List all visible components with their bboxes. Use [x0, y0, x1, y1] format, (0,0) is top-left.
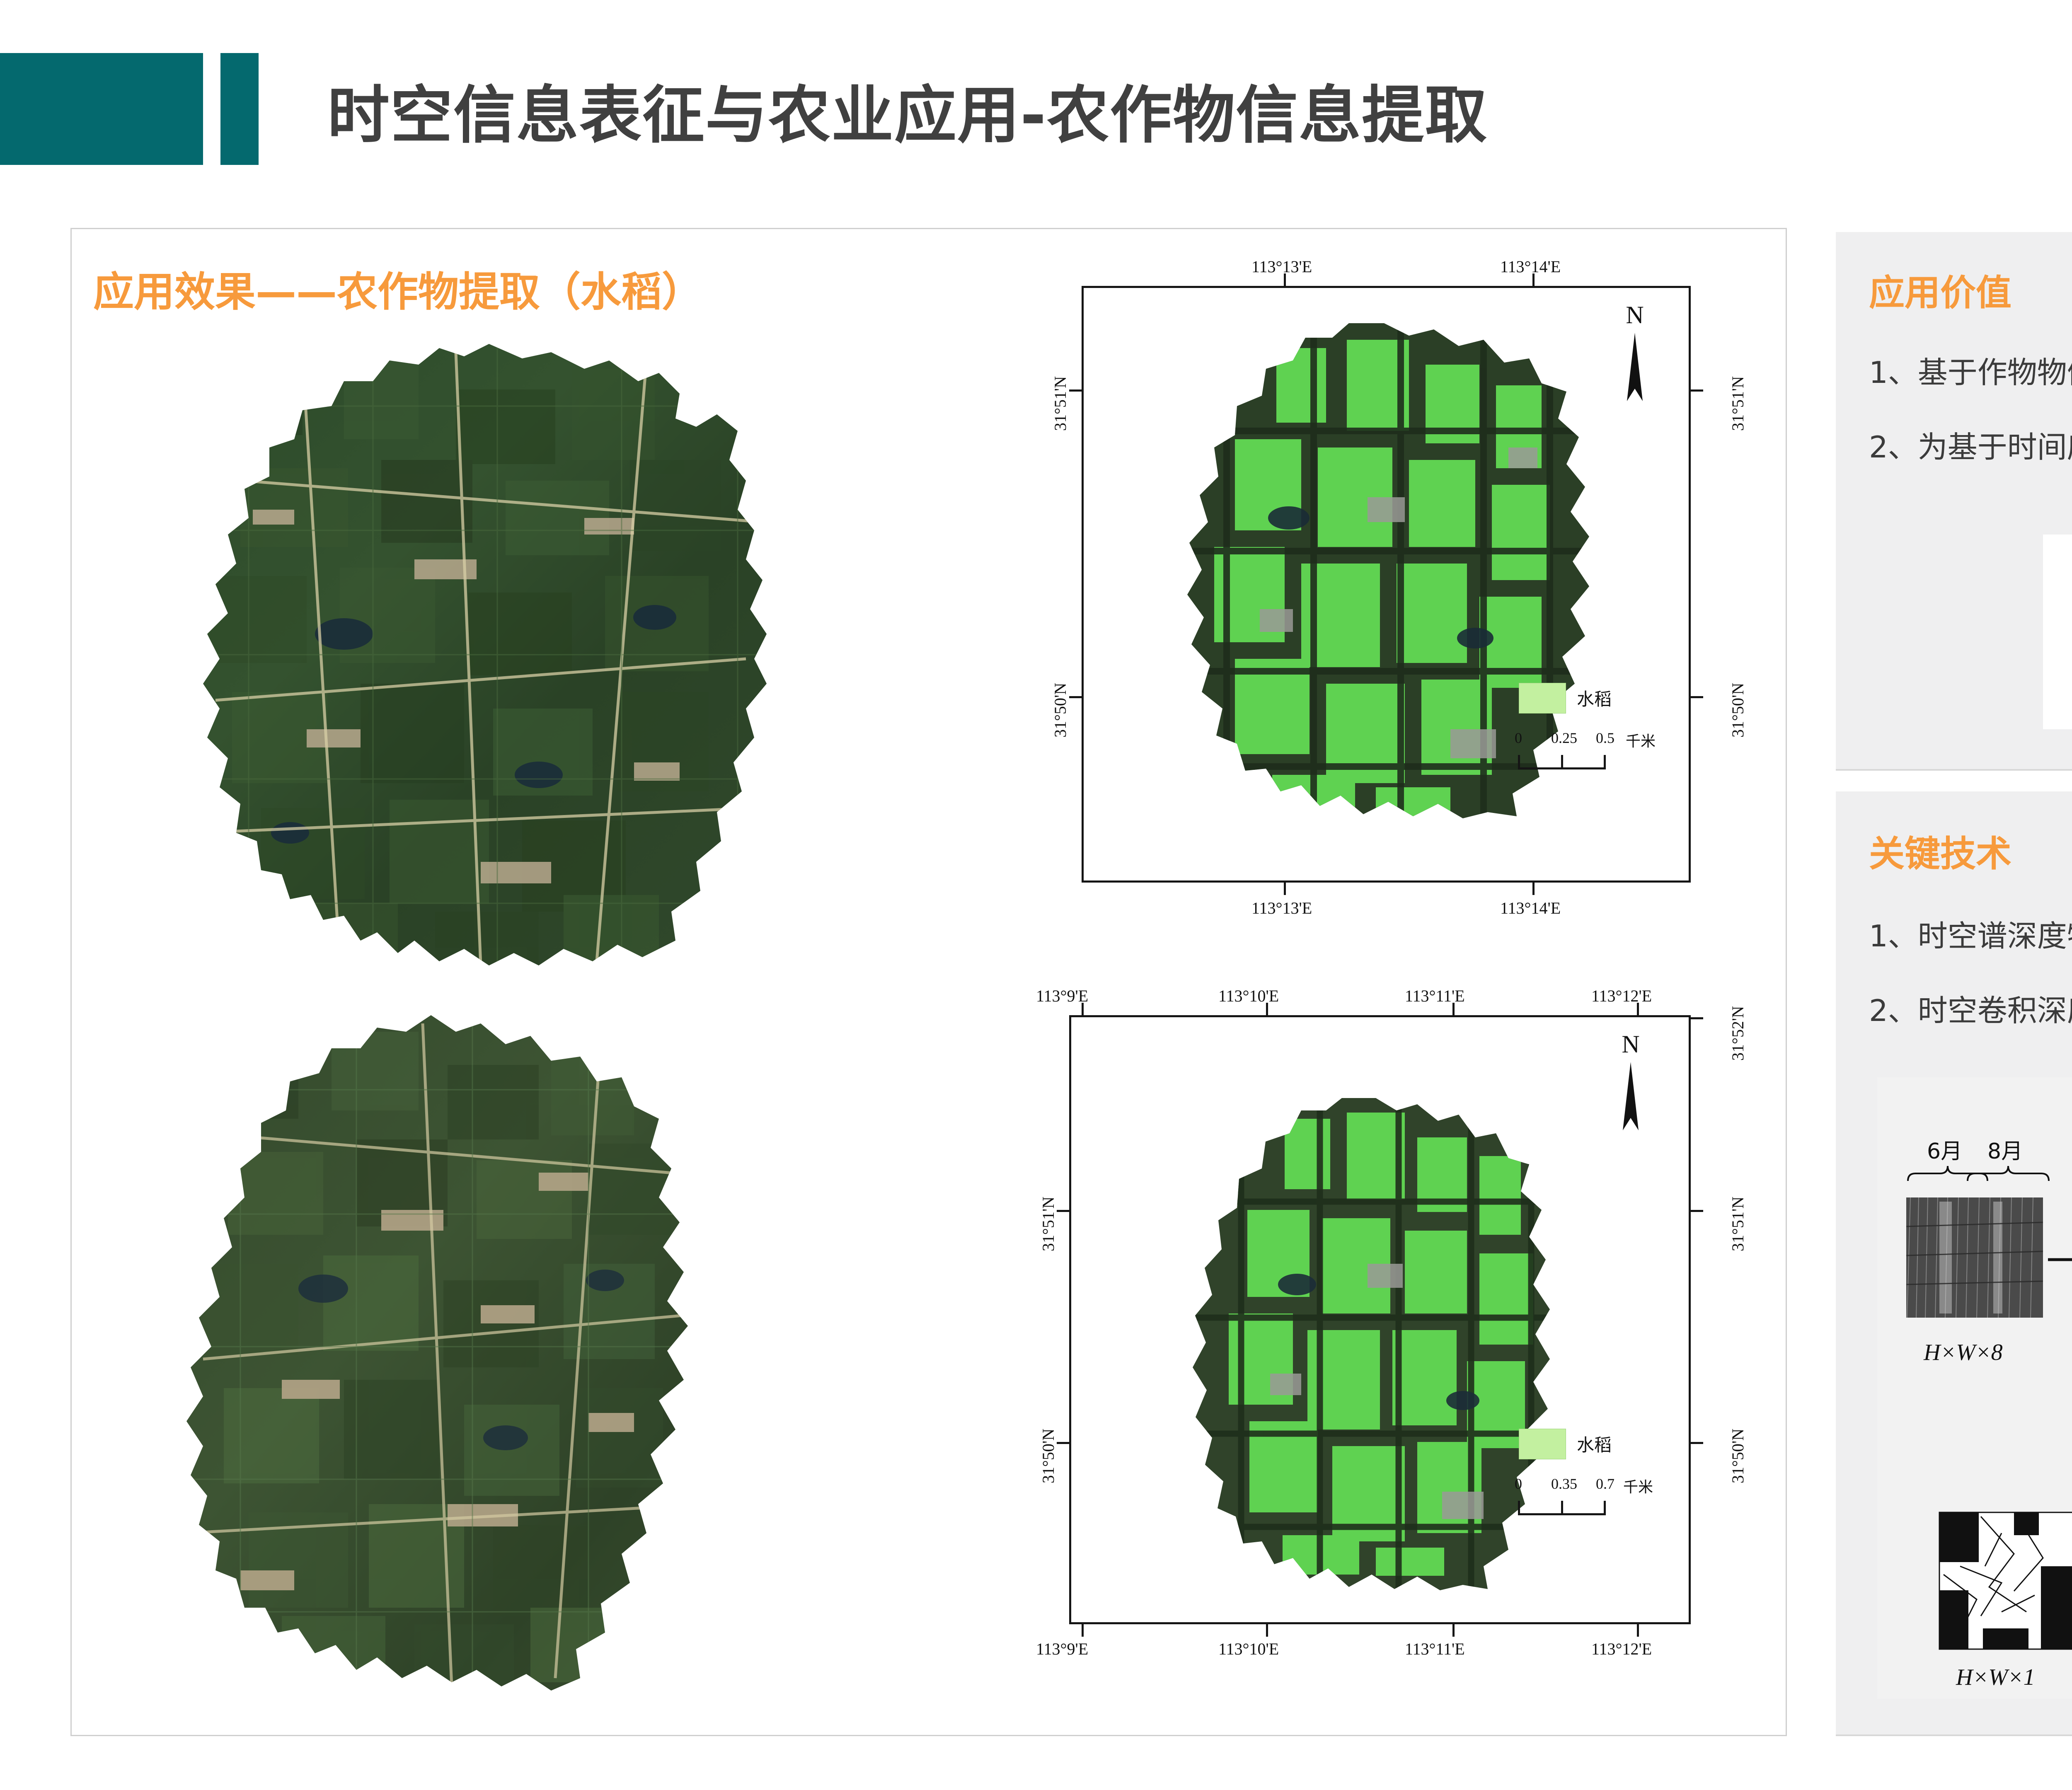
- page-header: 时空信息表征与农业应用-农作物信息提取: [0, 0, 2072, 215]
- map2-classified-raster: [1177, 1098, 1591, 1591]
- diagram-input-dim-label: H×W×8: [1923, 1340, 2003, 1365]
- map2-legend-label-rice: 水稻: [1577, 1435, 1612, 1455]
- map2-scale-endcap-mid: [1561, 1501, 1563, 1515]
- swin-transformer-diagram: 6月 8月 H×W×8 Patch Partition Stage 1 × 2 …: [1877, 1077, 2072, 1699]
- map2-tickmark-left-0: [1057, 1210, 1069, 1212]
- map1-tickmark-right-1: [1691, 696, 1703, 698]
- map2-scale-unit: 千米: [1623, 1479, 1653, 1495]
- map1-tickmark-top-0: [1284, 273, 1286, 286]
- map-figure-dunziwan: 113°9'E 113°10'E 113°11'E 113°12'E 31°51…: [1028, 978, 1765, 1699]
- map2-north-arrow: N: [1608, 1032, 1653, 1135]
- map1-ytick-right-0: 31°51'N: [1728, 376, 1747, 431]
- map1-tickmark-top-1: [1532, 273, 1535, 286]
- map2-tickmark-bottom-0: [1082, 1624, 1084, 1637]
- application-value-item-0: 1、基于作物物候特征，利用多时相影像提高水稻提取精度: [1869, 355, 2072, 390]
- application-value-heading: 应用价值: [1869, 272, 2011, 314]
- map1-tickmark-bottom-0: [1284, 883, 1286, 895]
- map1-scale-bar: 0 0.25 0.5 千米: [1515, 729, 1680, 783]
- diagram-month-label-1: 8月: [1987, 1139, 2023, 1164]
- map1-north-arrow: N: [1612, 302, 1658, 406]
- map1-scale-endcap-mid: [1561, 755, 1563, 769]
- map1-scale-unit: 千米: [1626, 733, 1656, 750]
- map2-tickmark-top-0: [1082, 1003, 1084, 1015]
- map2-ytick-left-0: 31°51'N: [1039, 1196, 1058, 1251]
- map1-ytick-left-1: 31°50'N: [1051, 682, 1070, 738]
- map2-scale-endcap-left: [1518, 1501, 1520, 1515]
- map2-tickmark-right-1: [1691, 1210, 1703, 1212]
- map1-tickmark-right-0: [1691, 389, 1703, 392]
- map2-ytick-left-1: 31°50'N: [1039, 1428, 1058, 1483]
- map2-tickmark-bottom-3: [1637, 1624, 1639, 1637]
- key-technology-item-1: 2、时空卷积深度学习技术: [1869, 993, 2072, 1028]
- map1-tickmark-left-0: [1069, 389, 1082, 392]
- map1-ytick-right-1: 31°50'N: [1728, 682, 1747, 738]
- diagram-input-cube: 6月 8月 H×W×8: [1906, 1139, 2050, 1365]
- map2-ytick-right-1: 31°51'N: [1728, 1196, 1747, 1251]
- map1-scale-endcap-right: [1604, 755, 1606, 769]
- map1-tickmark-left-1: [1069, 696, 1082, 698]
- map1-ytick-left-0: 31°51'N: [1051, 376, 1070, 431]
- map1-scale-tick-1: 0.25: [1551, 730, 1577, 746]
- map2-legend-swatch-rice: [1519, 1429, 1566, 1459]
- map1-scale-endcap-left: [1518, 755, 1520, 769]
- application-value-panel: [1836, 232, 2072, 771]
- map1-xtick-bottom-0: 113°13'E: [1251, 899, 1312, 917]
- diagram-output-map: H×W×1: [1939, 1512, 2072, 1690]
- map2-xtick-top-0: 113°9'E: [1036, 987, 1089, 1005]
- map1-xtick-top-0: 113°13'E: [1251, 257, 1312, 276]
- application-effect-heading: 应用效果——农作物提取（水稻）: [93, 268, 703, 316]
- map1-legend-label-rice: 水稻: [1577, 689, 1612, 709]
- map2-xtick-top-2: 113°11'E: [1405, 987, 1465, 1005]
- map1-legend-swatch-rice: [1519, 683, 1566, 714]
- map2-scale-tick-0: 0: [1515, 1476, 1522, 1492]
- key-technology-heading: 关键技术: [1869, 833, 2011, 875]
- map2-xtick-bottom-3: 113°12'E: [1591, 1640, 1652, 1658]
- map1-scale-tick-2: 0.5: [1596, 730, 1615, 746]
- map1-north-letter: N: [1626, 301, 1644, 329]
- diagram-output-dim-label: H×W×1: [1956, 1664, 2035, 1690]
- map2-tickmark-top-1: [1266, 1003, 1268, 1015]
- map1-xtick-top-1: 113°14'E: [1500, 257, 1561, 276]
- satellite-image-dunziwan: [166, 1015, 738, 1695]
- map2-scale-endcap-right: [1604, 1501, 1606, 1515]
- diagram-month-label-0: 6月: [1927, 1139, 1962, 1164]
- map2-xtick-top-1: 113°10'E: [1218, 987, 1279, 1005]
- map1-tickmark-bottom-1: [1532, 883, 1535, 895]
- map2-xtick-bottom-1: 113°10'E: [1218, 1640, 1279, 1658]
- application-value-item-1: 2、为基于时间序列影像农作物精细化提取奠定基础: [1869, 430, 2072, 464]
- map2-tickmark-bottom-2: [1452, 1624, 1455, 1637]
- map1-scale-tick-0: 0: [1515, 730, 1522, 746]
- map2-xtick-bottom-0: 113°9'E: [1036, 1640, 1089, 1658]
- page-title: 时空信息表征与农业应用-农作物信息提取: [327, 79, 1488, 152]
- map2-ytick-right-0: 31°52'N: [1728, 1006, 1747, 1061]
- map2-scale-bar: 0 0.35 0.7 千米: [1515, 1475, 1680, 1529]
- header-accent-bar-small: [220, 53, 259, 165]
- map2-xtick-bottom-2: 113°11'E: [1405, 1640, 1465, 1658]
- processing-info-box: 处理地区： 湖北姚庙村、湖北墩子湾村 处理年份： 2023年6,8月 影像云量：…: [2043, 535, 2072, 729]
- header-accent-bar-large: [0, 53, 203, 165]
- key-technology-item-0: 1、时空谱深度特征表达与信息增强模型: [1869, 919, 2072, 953]
- map2-tickmark-top-3: [1637, 1003, 1639, 1015]
- satellite-image-yaomiao: [166, 344, 787, 978]
- map1-legend: 水稻: [1519, 680, 1668, 725]
- map1-classified-raster: [1152, 323, 1620, 820]
- map2-north-letter: N: [1622, 1030, 1640, 1058]
- map2-legend: 水稻: [1519, 1425, 1668, 1471]
- map2-tickmark-top-2: [1452, 1003, 1455, 1015]
- map2-tickmark-right-0: [1691, 1017, 1703, 1019]
- map2-scale-tick-1: 0.35: [1551, 1476, 1577, 1492]
- map2-tickmark-right-2: [1691, 1442, 1703, 1444]
- map2-xtick-top-3: 113°12'E: [1591, 987, 1652, 1005]
- map2-tickmark-bottom-1: [1266, 1624, 1268, 1637]
- map2-ytick-right-2: 31°50'N: [1728, 1428, 1747, 1483]
- map-figure-yaomiao: 113°13'E 113°14'E 31°51'N 31°50'N 31°51'…: [1028, 257, 1765, 961]
- map2-tickmark-left-1: [1057, 1442, 1069, 1444]
- map1-xtick-bottom-1: 113°14'E: [1500, 899, 1561, 917]
- map2-scale-tick-2: 0.7: [1596, 1476, 1615, 1492]
